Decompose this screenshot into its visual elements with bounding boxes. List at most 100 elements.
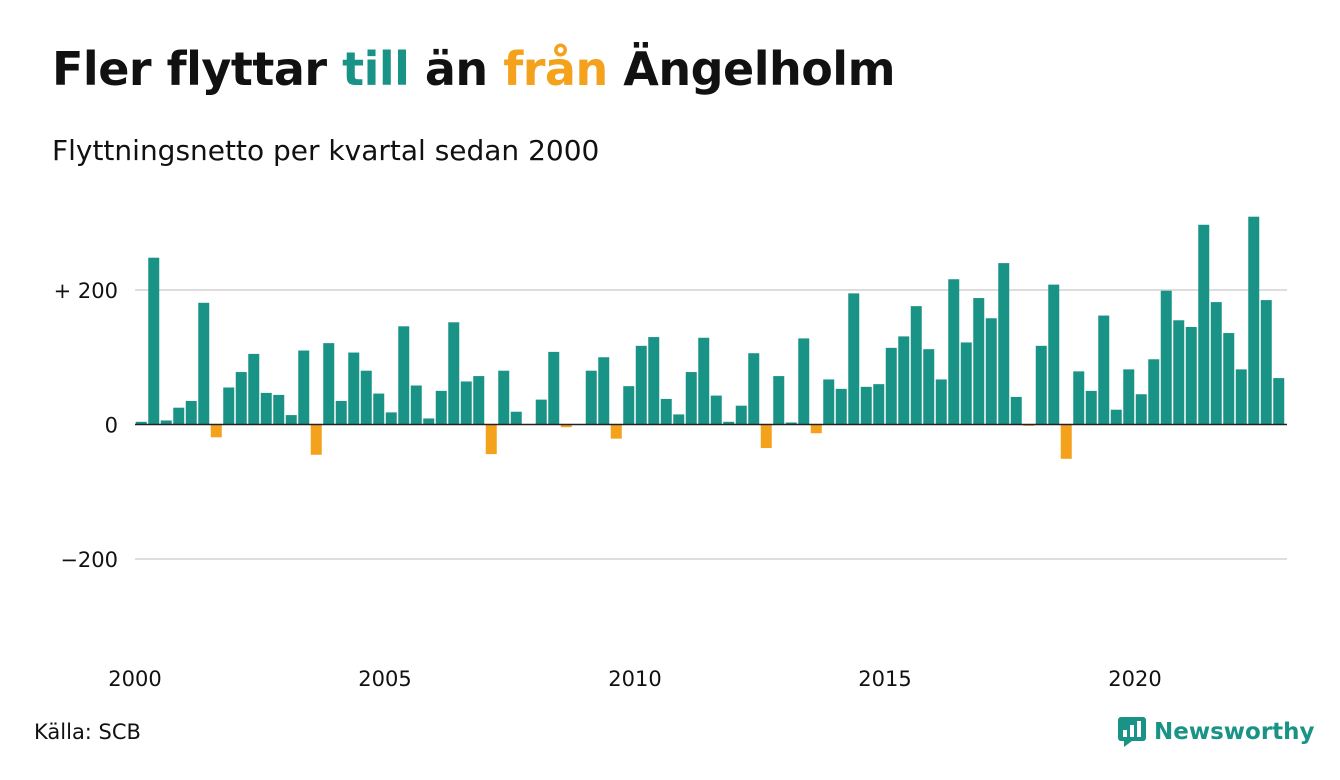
bar [1098,315,1110,425]
bar [1160,290,1172,425]
bar [498,370,510,425]
brand-logo: Newsworthy [1118,715,1315,749]
bar [1085,390,1097,425]
bar [248,353,260,425]
x-tick-label: 2010 [608,667,661,691]
bar [135,421,147,425]
bar [1210,302,1222,425]
bar [373,393,385,425]
bar [873,384,885,425]
bar [385,412,397,425]
bar [310,424,322,455]
bar [485,424,497,455]
bar [1010,396,1022,425]
x-tick-label: 2020 [1108,667,1161,691]
bar [223,387,235,425]
bar [1073,371,1085,425]
bar [748,353,760,425]
bar [585,370,597,425]
bar [810,424,822,434]
bar [173,407,185,425]
bar [635,345,647,425]
bar-chart: + 200 0 −200 2000 2005 2010 2015 2020 [54,216,1287,691]
bar [1273,378,1285,425]
bar [848,293,860,425]
bar [1223,333,1235,425]
bar [460,381,472,425]
bar [1235,369,1247,425]
y-tick-label: + 200 [54,279,118,303]
bar [198,302,210,425]
bar [723,421,735,425]
bar [860,386,872,425]
bar [273,394,285,425]
bar [410,385,422,425]
bar [610,424,622,439]
y-tick-label: −200 [60,548,118,572]
bar [685,372,697,425]
bar [548,351,560,425]
bar [935,379,947,425]
bar [1198,224,1210,425]
bar [1123,369,1135,425]
y-tick-label: 0 [105,414,118,438]
bar [960,342,972,425]
title-part-1: Fler flyttar [52,42,343,96]
bar [435,390,447,425]
bar [1260,300,1272,425]
bar [1185,326,1197,425]
bar [560,424,572,428]
title-word-till: till [342,42,410,96]
bar [160,420,172,425]
bar [285,415,297,425]
bar [885,347,897,425]
bar [335,400,347,425]
bar [348,352,360,425]
bar [235,372,247,425]
bar [673,414,685,425]
bar [760,424,772,449]
bar [835,388,847,425]
bar [1148,359,1160,425]
bar [923,349,935,425]
bar [998,263,1010,425]
bar [735,405,747,425]
x-tick-label: 2005 [358,667,411,691]
bar [298,350,310,425]
chart-title: Fler flyttar till än från Ängelholm [52,42,896,96]
x-tick-label: 2000 [108,667,161,691]
bar [798,338,810,425]
bar [1173,320,1185,425]
bar [423,418,435,425]
bar [1110,409,1122,425]
bar [448,322,460,425]
bar [185,400,197,425]
bar [648,337,660,425]
bar [898,336,910,425]
bar [598,357,610,425]
bar [323,343,335,425]
newsworthy-logo-icon [1118,717,1146,747]
bar [1248,216,1260,425]
title-part-3: Ängelholm [607,42,896,96]
bar [710,395,722,425]
bar [398,326,410,425]
bar [660,398,672,425]
title-part-2: än [409,42,504,96]
bar [1135,394,1147,425]
chart-subtitle: Flyttningsnetto per kvartal sedan 2000 [52,134,600,167]
bar [1035,345,1047,425]
bar [260,392,272,425]
source-note: Källa: SCB [34,720,141,744]
bar [973,298,985,425]
bar [1060,424,1072,459]
bar [623,386,635,425]
bar [210,424,222,438]
bar [510,411,522,425]
bar [785,422,797,425]
bar [360,370,372,425]
bar [698,337,710,425]
bar [148,257,160,425]
bar [535,399,547,425]
bar [948,279,960,425]
